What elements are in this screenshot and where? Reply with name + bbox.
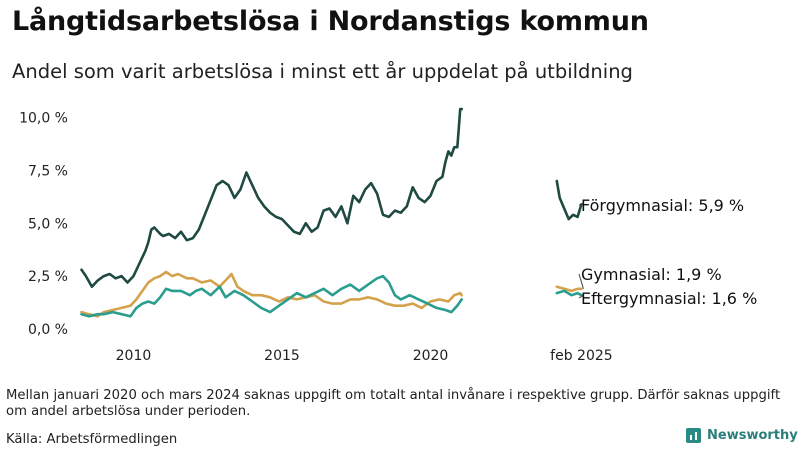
x-tick-label: 2015 bbox=[264, 348, 300, 364]
y-tick-label: 7,5 % bbox=[28, 163, 68, 179]
x-tick-label: feb 2025 bbox=[550, 348, 613, 364]
series-end-label: Eftergymnasial: 1,6 % bbox=[581, 289, 757, 308]
series-end-label: Gymnasial: 1,9 % bbox=[581, 265, 722, 284]
series-labels: Förgymnasial: 5,9 % Gymnasial: 1,9 % Efter… bbox=[578, 196, 757, 308]
series-lines bbox=[80, 107, 583, 318]
y-axis: 0,0 % 2,5 % 5,0 % 7,5 % 10,0 % bbox=[19, 111, 68, 338]
label-leader-line bbox=[578, 273, 584, 289]
y-tick-label: 2,5 % bbox=[28, 269, 68, 285]
brand-logo: Newsworthy bbox=[686, 428, 798, 443]
page-subtitle: Andel som varit arbetslösa i minst ett å… bbox=[12, 60, 633, 83]
y-tick-label: 5,0 % bbox=[28, 216, 68, 232]
series-line-gymnasial bbox=[555, 285, 583, 293]
label-leader-line bbox=[578, 203, 584, 206]
source-text: Källa: Arbetsförmedlingen bbox=[6, 432, 178, 447]
series-line-gymnasial bbox=[80, 270, 463, 318]
series-line-förgymnasial bbox=[80, 107, 463, 288]
brand-name: Newsworthy bbox=[707, 428, 798, 443]
page-title: Långtidsarbetslösa i Nordanstigs kommun bbox=[12, 6, 649, 37]
y-tick-label: 0,0 % bbox=[28, 322, 68, 338]
y-tick-label: 10,0 % bbox=[19, 111, 68, 127]
series-line-förgymnasial bbox=[555, 179, 583, 221]
x-axis: 2010 2015 2020 feb 2025 bbox=[116, 348, 613, 364]
footnote: Mellan januari 2020 och mars 2024 saknas… bbox=[6, 388, 781, 419]
label-leader-line bbox=[578, 294, 584, 299]
series-end-label: Förgymnasial: 5,9 % bbox=[581, 196, 744, 215]
bar-chart-icon bbox=[686, 428, 701, 443]
series-line-eftergymnasial bbox=[555, 289, 583, 297]
x-tick-label: 2010 bbox=[116, 348, 152, 364]
x-tick-label: 2020 bbox=[413, 348, 449, 364]
series-line-eftergymnasial bbox=[80, 274, 463, 318]
